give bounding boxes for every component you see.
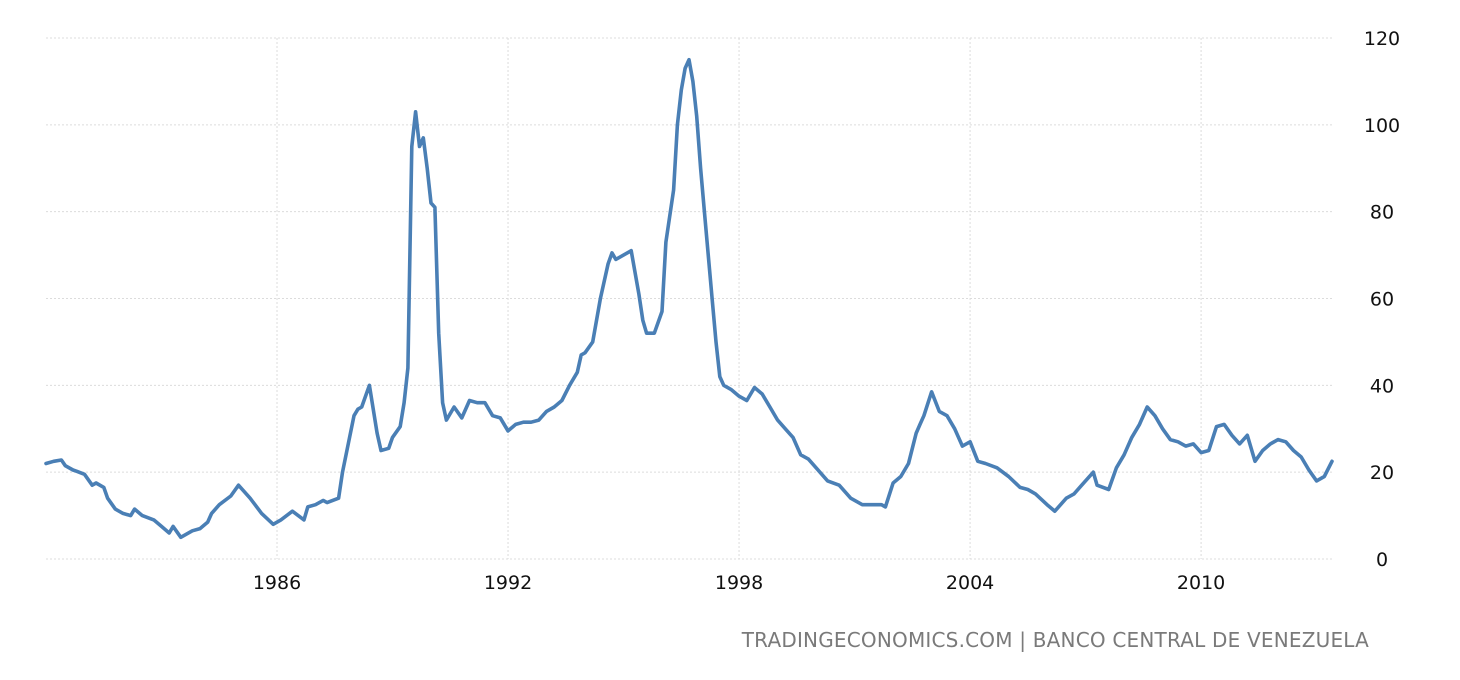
x-tick-label: 2004: [946, 572, 994, 594]
y-tick-label: 100: [1364, 115, 1400, 137]
source-credit: TRADINGECONOMICS.COM | BANCO CENTRAL DE …: [741, 628, 1369, 652]
x-tick-label: 1992: [484, 572, 532, 594]
x-tick-label: 2010: [1177, 572, 1225, 594]
x-tick-label: 1998: [715, 572, 763, 594]
x-tick-label: 1986: [253, 572, 301, 594]
y-tick-label: 80: [1370, 202, 1394, 224]
x-axis-ticks: 1986 1992 1998 2004 2010: [253, 572, 1225, 594]
y-tick-label: 20: [1370, 462, 1394, 484]
y-tick-label: 0: [1376, 549, 1388, 571]
y-tick-label: 120: [1364, 28, 1400, 50]
gridlines: [46, 37, 1332, 560]
series-group: [44, 57, 1334, 540]
y-tick-label: 40: [1370, 375, 1394, 397]
y-tick-label: 60: [1370, 289, 1394, 311]
y-axis-ticks: 0 20 40 60 80 100 120: [1364, 28, 1400, 571]
series-line: [44, 57, 1334, 540]
